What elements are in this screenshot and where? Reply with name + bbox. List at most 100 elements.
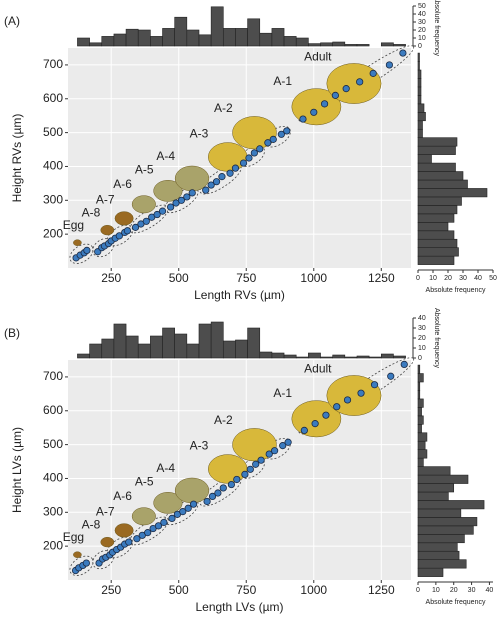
x-tick-label: 0 — [416, 275, 420, 282]
x-tick-label: 40 — [474, 275, 482, 282]
x-tick-label: 500 — [169, 583, 189, 597]
data-point — [283, 127, 291, 135]
data-point — [284, 438, 292, 446]
x-tick-label: 10 — [432, 587, 440, 594]
histogram-bar — [417, 525, 474, 535]
histogram-bar — [283, 36, 297, 47]
histogram-bar — [162, 28, 175, 47]
histogram-bar — [417, 213, 455, 223]
data-point — [370, 381, 379, 389]
x-tick-label: 1250 — [368, 583, 395, 597]
histogram-bar — [186, 343, 200, 359]
data-point — [233, 475, 241, 484]
histogram-bar — [417, 457, 424, 467]
histogram-bar — [222, 28, 236, 47]
x-tick-label: 1250 — [368, 271, 395, 285]
data-point — [264, 139, 272, 147]
y-tick-label: 50 — [418, 3, 426, 10]
shell-image — [100, 224, 115, 236]
histogram-bar — [417, 188, 488, 198]
data-point — [231, 164, 240, 172]
histogram-bar — [417, 449, 428, 459]
group-outline — [129, 516, 169, 546]
histogram-bar — [417, 559, 467, 569]
data-point — [257, 456, 265, 464]
data-point — [269, 135, 277, 143]
x-tick-label: 10 — [429, 275, 437, 282]
x-tick-label: 0 — [416, 587, 420, 594]
histogram-bar — [417, 255, 455, 265]
histogram-bar — [417, 474, 469, 484]
data-point — [239, 159, 248, 167]
data-point — [342, 85, 350, 93]
histogram-bar — [113, 33, 127, 47]
data-point — [385, 61, 393, 69]
y-tick-label: 200 — [43, 226, 63, 240]
shell-image — [326, 63, 382, 104]
histogram-bar — [113, 323, 127, 359]
panel-label: (B) — [4, 326, 20, 340]
histogram-bar — [89, 42, 103, 47]
stage-label: A-3 — [190, 438, 209, 452]
x-axis-label: Absolute frequency — [426, 287, 486, 294]
y-tick-label: 20 — [418, 27, 426, 34]
stage-label: Egg — [63, 530, 84, 544]
histogram-bar — [174, 16, 188, 47]
data-point — [184, 504, 192, 512]
x-tick-label: 20 — [444, 275, 452, 282]
histogram-bar — [247, 18, 261, 47]
data-point — [144, 529, 152, 537]
x-tick-label: 20 — [450, 587, 458, 594]
data-point — [189, 500, 198, 508]
group-outline — [238, 145, 265, 168]
histogram-bar — [417, 381, 421, 391]
histogram-bar — [259, 32, 273, 47]
shell-image — [114, 211, 134, 226]
histogram-bar — [356, 355, 370, 359]
histogram-bar — [417, 61, 420, 71]
histogram-bar — [295, 37, 309, 47]
stage-label: A-3 — [190, 126, 209, 140]
data-point — [227, 480, 235, 489]
x-tick-label: 30 — [459, 275, 467, 282]
data-point — [357, 389, 365, 397]
histogram-bar — [417, 390, 421, 400]
y-tick-label: 30 — [418, 19, 426, 26]
y-tick-label: 600 — [43, 403, 63, 417]
histogram-bar — [417, 205, 458, 215]
histogram-bar — [271, 28, 285, 47]
histogram-bar — [259, 351, 273, 359]
histogram-bar — [308, 43, 321, 47]
data-point — [207, 181, 215, 189]
group-outline — [69, 243, 94, 264]
histogram-bar — [417, 196, 462, 206]
histogram-bar — [417, 567, 444, 577]
data-point — [311, 420, 319, 428]
x-tick-label: 250 — [101, 583, 121, 597]
data-point — [245, 154, 253, 162]
histogram-bar — [417, 103, 425, 113]
x-axis-label: Length LVs (µm) — [195, 600, 283, 614]
stage-label: A-5 — [135, 163, 154, 177]
shell-image — [131, 195, 156, 214]
x-tick-label: 40 — [486, 587, 494, 594]
shell-image — [208, 142, 248, 172]
x-tick-label: 750 — [236, 271, 256, 285]
data-point — [252, 460, 260, 468]
shell-image — [114, 523, 134, 538]
data-point — [179, 508, 187, 516]
histogram-bar — [380, 42, 394, 47]
histogram-bar — [271, 352, 285, 359]
histogram-bar — [417, 179, 468, 189]
histogram-bar — [417, 86, 422, 96]
stage-label: A-1 — [273, 74, 292, 88]
histogram-bar — [101, 36, 115, 47]
data-point — [218, 173, 226, 181]
histogram-bar — [417, 517, 478, 527]
histogram-bar — [174, 333, 188, 359]
data-point — [83, 246, 91, 254]
y-tick-label: 20 — [418, 335, 426, 342]
x-tick-label: 500 — [169, 271, 189, 285]
data-point — [399, 49, 407, 57]
shell-image — [73, 239, 82, 246]
